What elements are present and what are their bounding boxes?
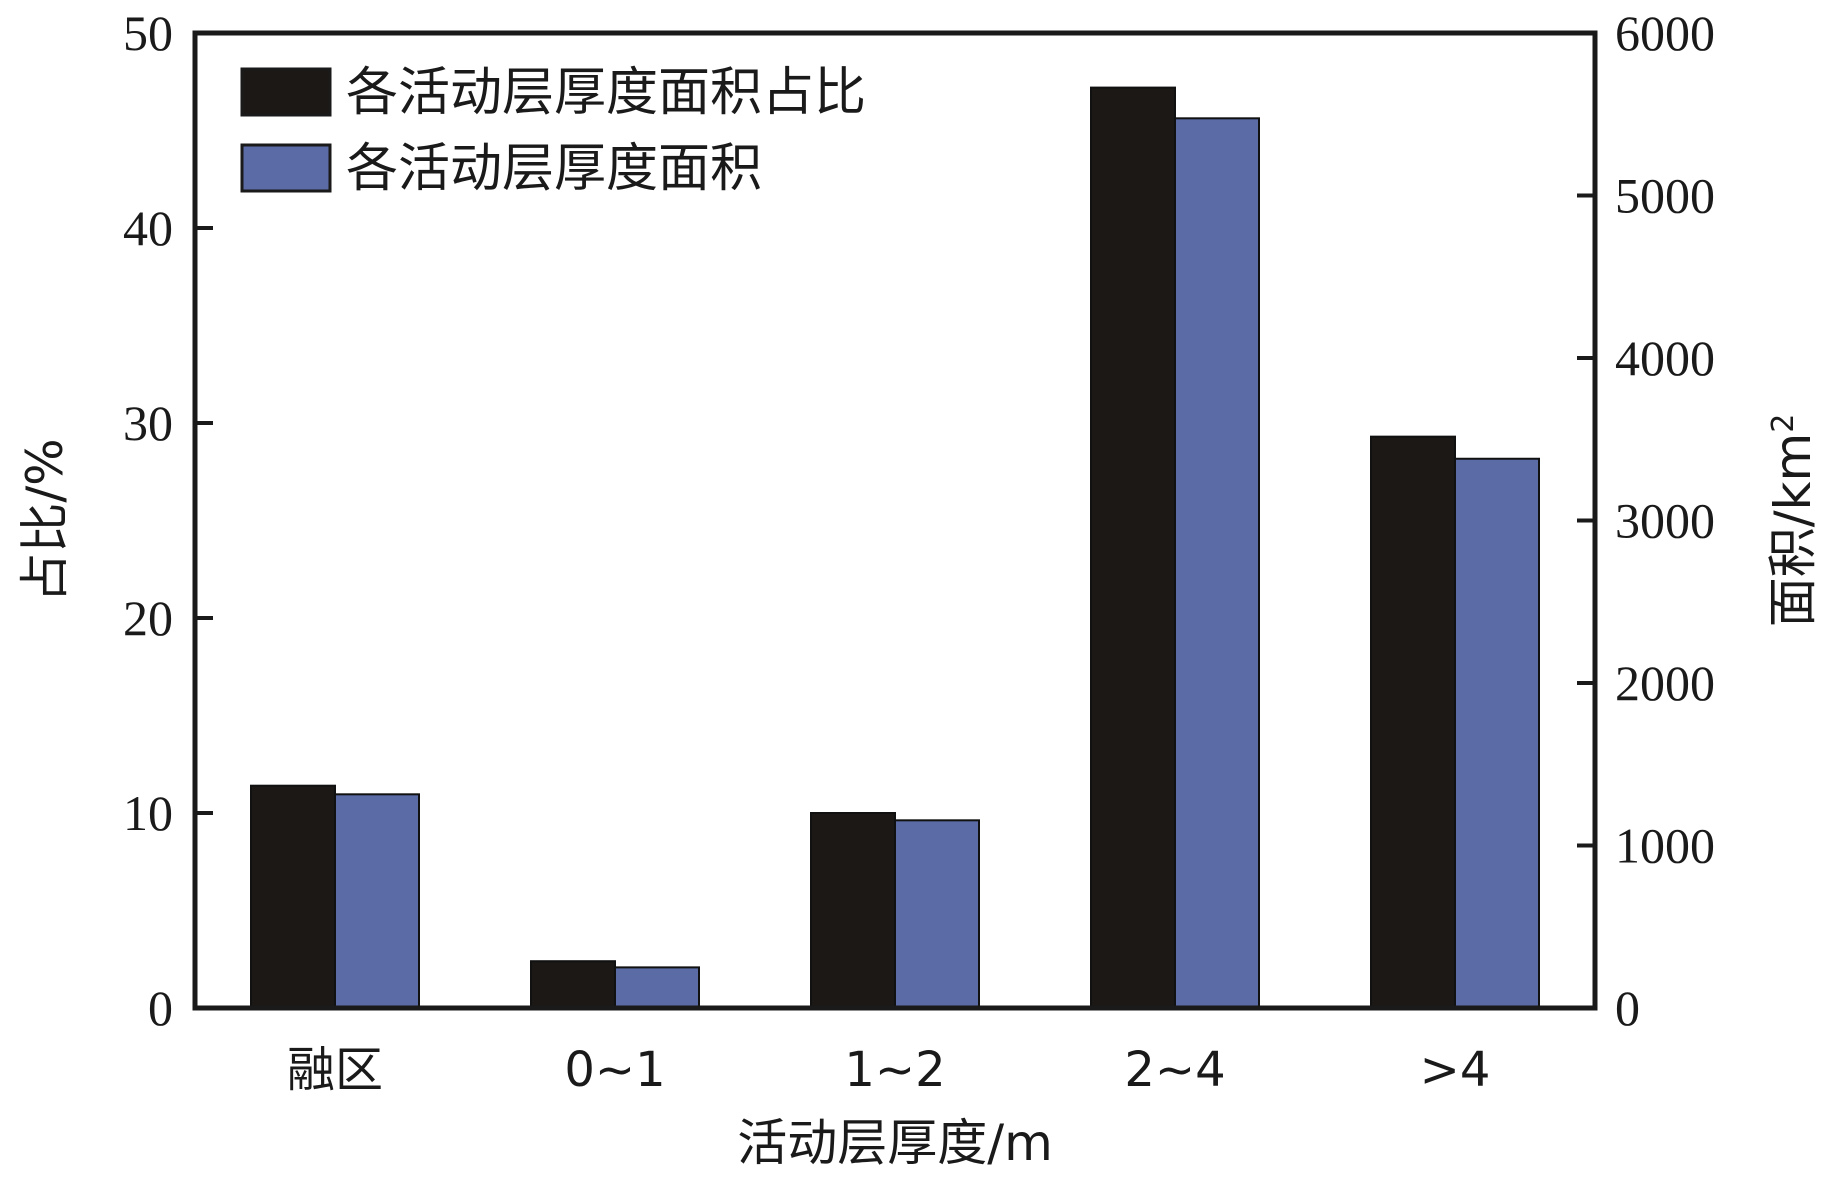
x-tick-label-4: >4 — [1420, 1042, 1491, 1098]
legend-label-share: 各活动层厚度面积占比 — [346, 63, 866, 123]
y-left-tick-label-5: 50 — [123, 5, 173, 61]
y-right-tick-label-6: 6000 — [1615, 5, 1715, 61]
bar-area-0 — [334, 793, 420, 1009]
y-right-tick-label-4: 4000 — [1615, 330, 1715, 386]
x-tick-label-1: 0~1 — [564, 1042, 665, 1098]
ticks-layer: 0 10 20 30 40 50 0 1000 2000 3000 4000 5000 6000 — [123, 5, 1715, 1036]
bar-share-1 — [530, 960, 616, 1010]
x-tick-label-0: 融区 — [287, 1042, 383, 1098]
y-left-tick-label-1: 10 — [123, 785, 173, 841]
x-tick-label-2: 1~2 — [844, 1042, 945, 1098]
bars-layer: 融区 0~1 1~2 2~4 >4 — [250, 86, 1540, 1098]
y-right-tick-label-3: 3000 — [1615, 493, 1715, 549]
y-left-tick-label-2: 20 — [123, 590, 173, 646]
y-left-tick-label-3: 30 — [123, 395, 173, 451]
bar-share-0 — [250, 784, 336, 1010]
y-axis-right-title-main: 面积/km — [1764, 433, 1822, 628]
legend-swatch-area — [240, 143, 332, 193]
y-left-tick-label-0: 0 — [148, 980, 173, 1036]
y-right-tick-label-2: 2000 — [1615, 655, 1715, 711]
bar-area-1 — [614, 966, 700, 1009]
y-right-tick-label-1: 1000 — [1615, 818, 1715, 874]
legend-swatch-share — [240, 67, 332, 117]
y-right-tick-label-0: 0 — [1615, 980, 1640, 1036]
y-right-tick-label-5: 5000 — [1615, 168, 1715, 224]
legend-label-area: 各活动层厚度面积 — [346, 139, 762, 199]
y-axis-right-title-sup: 2 — [1766, 414, 1801, 433]
y-axis-left-title: 占比/% — [16, 438, 74, 602]
y-left-tick-label-4: 40 — [123, 200, 173, 256]
x-tick-label-3: 2~4 — [1124, 1042, 1225, 1098]
bar-area-2 — [894, 819, 980, 1009]
bar-share-3 — [1090, 86, 1176, 1010]
bar-share-2 — [810, 812, 896, 1009]
bar-area-3 — [1174, 117, 1260, 1009]
bar-share-4 — [1370, 435, 1456, 1009]
bar-area-4 — [1454, 457, 1540, 1009]
y-axis-right-title: 面积/km2 — [1764, 414, 1822, 628]
x-axis-title: 活动层厚度/m — [737, 1114, 1053, 1172]
legend: 各活动层厚度面积占比 各活动层厚度面积 — [240, 63, 866, 199]
